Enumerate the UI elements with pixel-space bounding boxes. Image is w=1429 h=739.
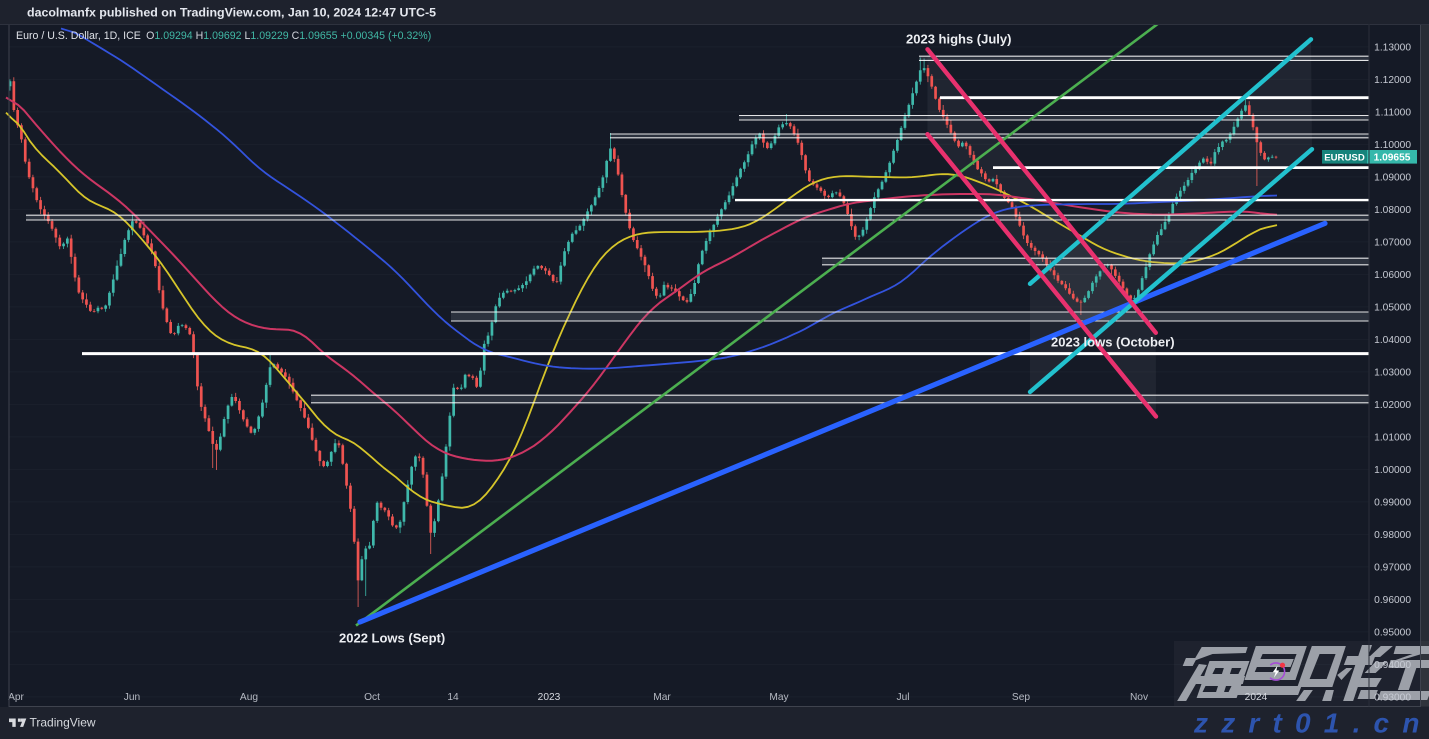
svg-text:zzrt01.cn: zzrt01.cn bbox=[1193, 708, 1429, 739]
svg-text:1.03000: 1.03000 bbox=[1374, 368, 1411, 379]
svg-text:1.09655: 1.09655 bbox=[1374, 152, 1411, 163]
svg-text:Euro / U.S. Dollar, 1D, ICE O1: Euro / U.S. Dollar, 1D, ICE O1.09294 H1.… bbox=[16, 30, 431, 42]
svg-text:Aug: Aug bbox=[240, 692, 258, 703]
svg-text:1.00000: 1.00000 bbox=[1374, 465, 1411, 476]
svg-text:1.12000: 1.12000 bbox=[1374, 75, 1411, 86]
svg-text:TradingView: TradingView bbox=[30, 716, 96, 730]
svg-text:Jul: Jul bbox=[896, 692, 909, 703]
svg-text:0.97000: 0.97000 bbox=[1374, 563, 1411, 574]
svg-text:2023: 2023 bbox=[538, 692, 561, 703]
svg-text:Sep: Sep bbox=[1012, 692, 1030, 703]
svg-text:Apr: Apr bbox=[8, 692, 24, 703]
svg-text:Mar: Mar bbox=[653, 692, 671, 703]
svg-text:0.98000: 0.98000 bbox=[1374, 530, 1411, 541]
svg-text:Oct: Oct bbox=[364, 692, 380, 703]
svg-text:Nov: Nov bbox=[1130, 692, 1149, 703]
svg-text:14: 14 bbox=[447, 692, 459, 703]
svg-text:0.93000: 0.93000 bbox=[1374, 693, 1411, 704]
svg-text:1.02000: 1.02000 bbox=[1374, 400, 1411, 411]
svg-text:2023 highs (July): 2023 highs (July) bbox=[906, 32, 1011, 47]
svg-text:1.07000: 1.07000 bbox=[1374, 238, 1411, 249]
svg-text:1.11000: 1.11000 bbox=[1375, 108, 1411, 119]
svg-text:Jun: Jun bbox=[124, 692, 140, 703]
svg-text:May: May bbox=[769, 692, 789, 703]
svg-text:1.04000: 1.04000 bbox=[1374, 335, 1411, 346]
svg-text:EURUSD: EURUSD bbox=[1324, 152, 1365, 163]
svg-text:1.13000: 1.13000 bbox=[1374, 43, 1411, 54]
svg-text:0.99000: 0.99000 bbox=[1374, 498, 1411, 509]
svg-text:1.10000: 1.10000 bbox=[1374, 140, 1411, 151]
svg-text:1.06000: 1.06000 bbox=[1374, 270, 1411, 281]
svg-text:0.94000: 0.94000 bbox=[1374, 660, 1411, 671]
svg-text:1.05000: 1.05000 bbox=[1374, 303, 1411, 314]
svg-text:2023 lows (October): 2023 lows (October) bbox=[1051, 335, 1175, 350]
svg-text:1.08000: 1.08000 bbox=[1374, 205, 1411, 216]
svg-text:0.96000: 0.96000 bbox=[1374, 595, 1411, 606]
svg-text:1.01000: 1.01000 bbox=[1374, 433, 1411, 444]
svg-text:1.09000: 1.09000 bbox=[1374, 173, 1411, 184]
svg-text:dacolmanfx published on Tradin: dacolmanfx published on TradingView.com,… bbox=[27, 6, 436, 20]
svg-text:2024: 2024 bbox=[1245, 692, 1268, 703]
svg-text:0.95000: 0.95000 bbox=[1374, 628, 1411, 639]
svg-text:2022 Lows (Sept): 2022 Lows (Sept) bbox=[339, 631, 445, 646]
